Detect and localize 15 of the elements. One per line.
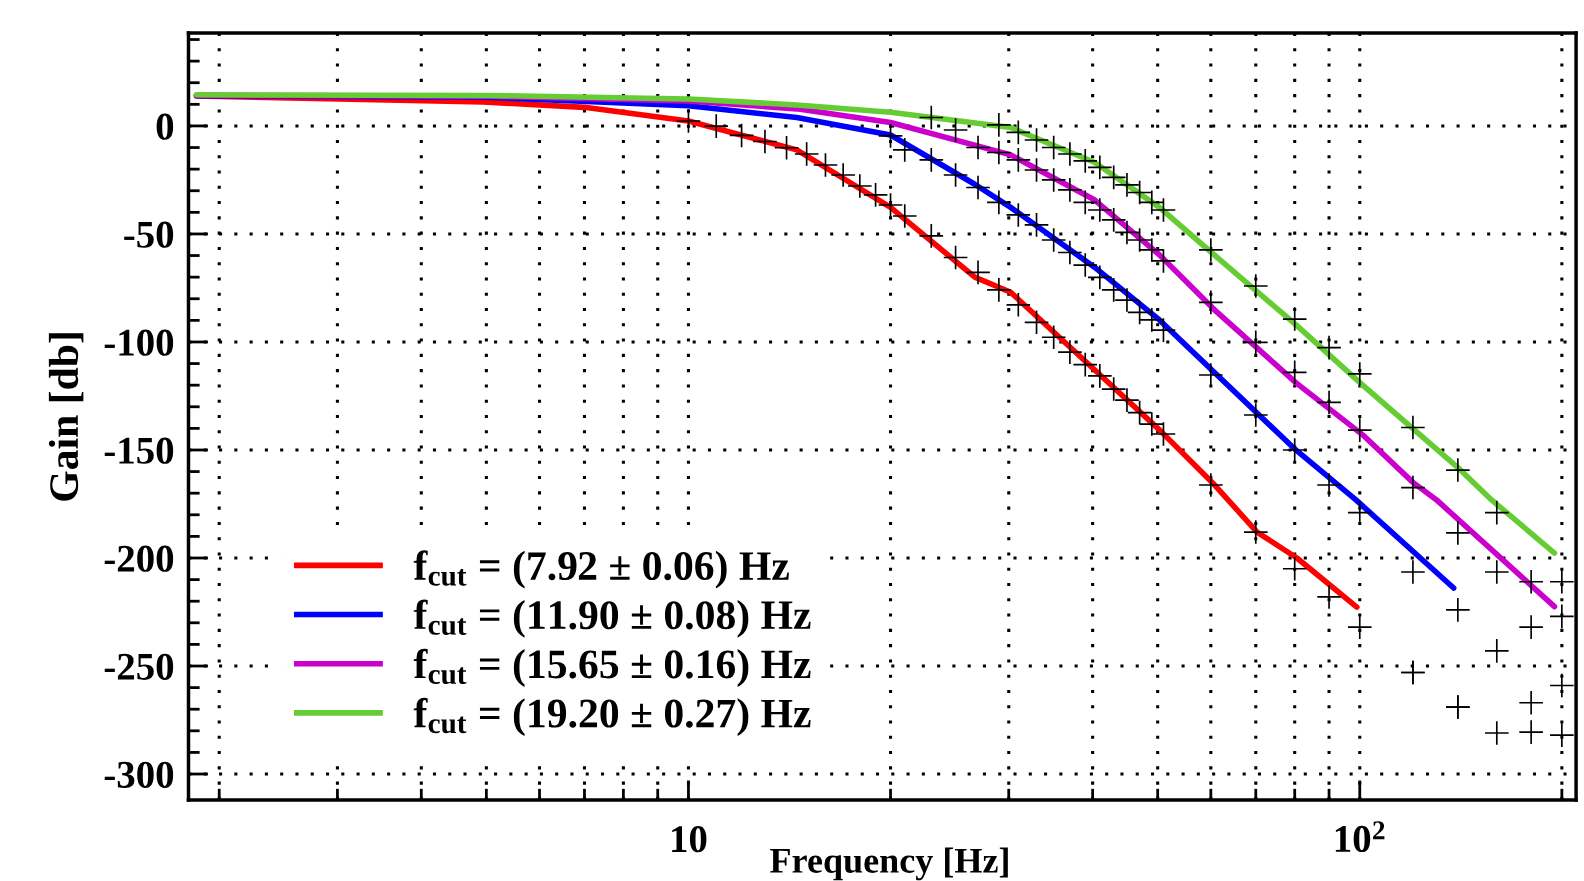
y-tick-label: -50 xyxy=(124,221,174,248)
legend-label: f$_{cut}$ = (19.20 ± 0.27) Hz xyxy=(413,697,811,737)
legend-label: f$_{cut}$ = (11.90 ± 0.08) Hz xyxy=(413,599,811,638)
x-tick-label: 10 xyxy=(672,826,707,853)
y-tick-label: -300 xyxy=(104,761,174,788)
y-tick-label: -100 xyxy=(104,329,174,356)
y-tick-label: -200 xyxy=(104,545,174,572)
y-tick-label: 0 xyxy=(156,113,174,140)
y-tick-label: -250 xyxy=(104,653,174,680)
legend-label: f$_{cut}$ = (15.65 ± 0.16) Hz xyxy=(413,648,811,687)
x-tick-label: 10$^{2}$ xyxy=(1335,821,1385,853)
y-tick-label: -150 xyxy=(104,437,174,464)
y-axis-title: Gain [db] xyxy=(48,333,84,501)
x-axis-title: Frequency [Hz] xyxy=(770,847,1008,881)
legend-label: f$_{cut}$ = (7.92 ± 0.06) Hz xyxy=(413,550,789,589)
